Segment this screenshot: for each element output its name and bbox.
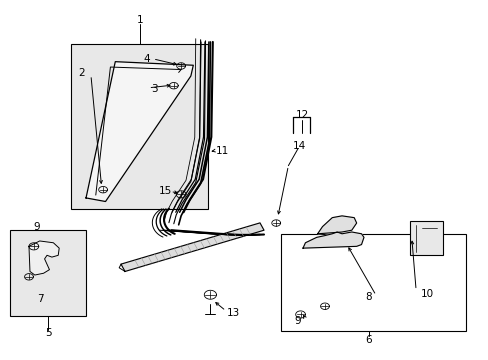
- Text: 9: 9: [33, 222, 40, 231]
- Bar: [71, 44, 207, 209]
- Polygon shape: [86, 62, 193, 202]
- Text: 6: 6: [365, 334, 371, 345]
- Text: 8: 8: [365, 292, 371, 302]
- Text: 9: 9: [294, 316, 301, 325]
- Polygon shape: [121, 223, 264, 271]
- Text: 3: 3: [151, 84, 157, 94]
- Bar: [281, 234, 466, 330]
- Text: 12: 12: [295, 111, 308, 121]
- Polygon shape: [303, 232, 363, 248]
- Text: 5: 5: [45, 328, 52, 338]
- Text: 7: 7: [37, 294, 44, 304]
- Text: 2: 2: [78, 68, 84, 78]
- Bar: [10, 230, 86, 316]
- Polygon shape: [29, 241, 59, 275]
- Bar: [409, 221, 443, 255]
- Text: 10: 10: [421, 289, 433, 299]
- Text: 13: 13: [227, 308, 240, 318]
- Text: 4: 4: [143, 54, 150, 64]
- Text: 1: 1: [136, 15, 142, 26]
- Polygon shape: [317, 216, 356, 234]
- Text: 15: 15: [159, 186, 172, 197]
- Text: 11: 11: [216, 145, 229, 156]
- Text: 14: 14: [292, 141, 305, 151]
